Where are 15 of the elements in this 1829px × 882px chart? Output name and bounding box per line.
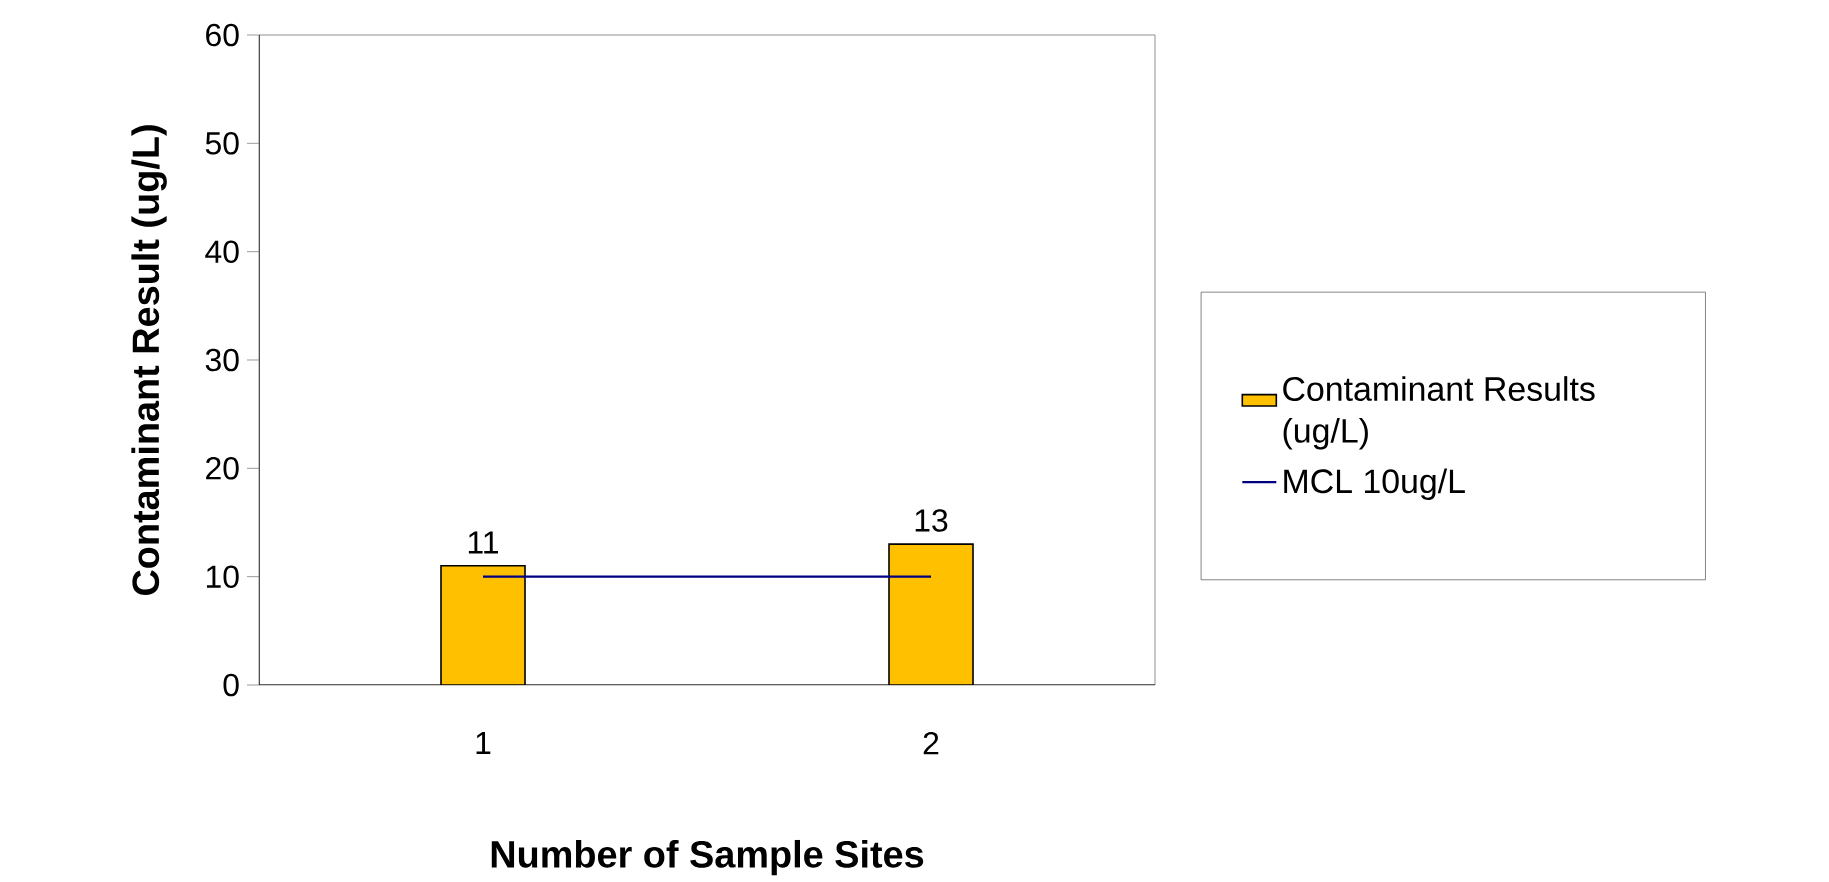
y-tick-label: 40: [205, 240, 239, 263]
legend-label: MCL 10ug/L: [1284, 468, 1465, 501]
y-tick-label: 60: [206, 23, 239, 47]
data-label: 11: [468, 531, 498, 554]
y-tick-label: 10: [206, 565, 239, 588]
y-axis-title: Contaminant Result (ug/L): [131, 125, 167, 596]
y-tick-label: 50: [205, 132, 239, 155]
x-axis-title: Number of Sample Sites: [491, 840, 924, 876]
y-tick-label: 0: [223, 673, 239, 697]
x-tick-label: 1: [476, 732, 491, 754]
data-label: 13: [915, 509, 948, 532]
y-tick-label: 30: [205, 348, 239, 372]
y-tick-label: 20: [206, 457, 239, 480]
legend-label: Contaminant Results (ug/L): [1283, 376, 1595, 450]
x-tick-label: 2: [923, 732, 939, 755]
